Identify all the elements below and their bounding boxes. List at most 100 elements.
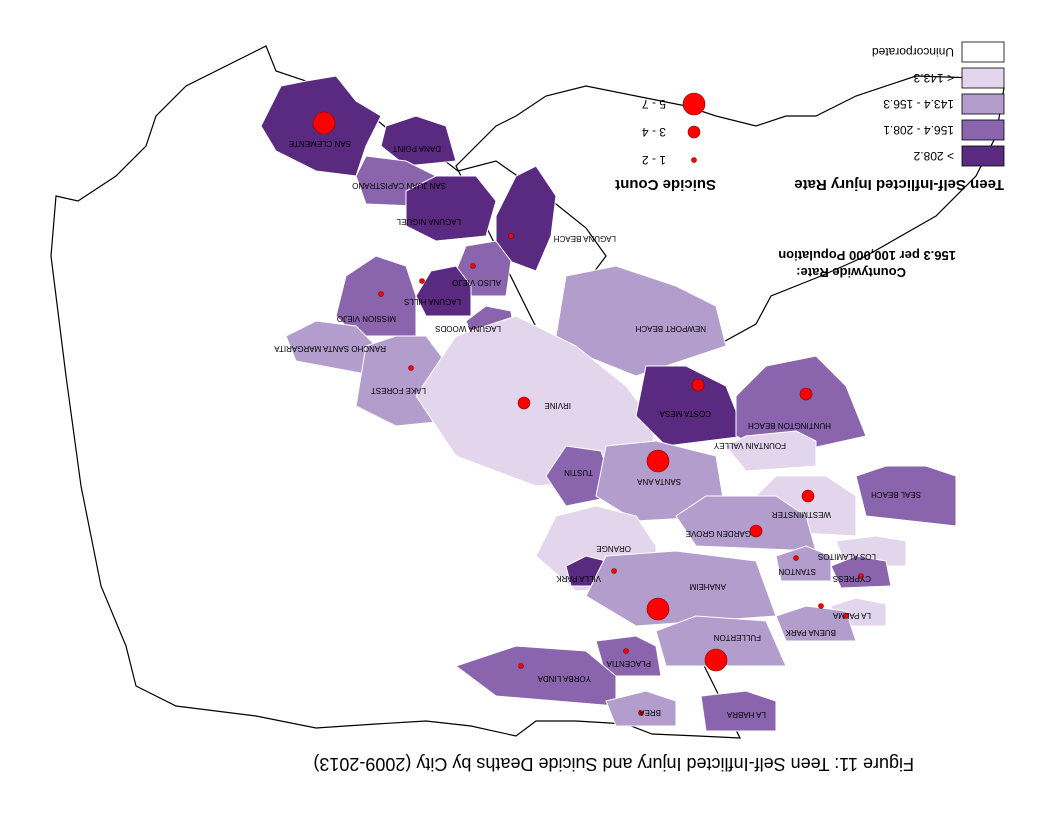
suicide-marker-garden-grove xyxy=(749,524,763,538)
city-label-la-palma: LA PALMA xyxy=(832,611,871,620)
city-label-orange: ORANGE xyxy=(596,544,631,553)
suicide-count-legend: Suicide Count 1 - 2 3 - 4 5 - 7 xyxy=(615,92,716,193)
rate-legend-label-3: > 208.2 xyxy=(913,149,954,163)
rate-swatch-3 xyxy=(961,145,1005,167)
suicide-count-markers xyxy=(312,111,864,716)
city-label-newport-beach: NEWPORT BEACH xyxy=(635,324,706,333)
countywide-rate-box: Countywide Rate: 156.3 per 100,000 Popul… xyxy=(778,248,956,280)
city-label-buena-park: BUENA PARK xyxy=(785,628,836,637)
city-polygons xyxy=(260,75,957,732)
city-area-garden-grove xyxy=(675,495,817,552)
city-label-lake-forest: LAKE FOREST xyxy=(371,386,426,395)
rate-legend: Teen Self-Inflicted Injury Rate < 143.3 1… xyxy=(794,41,1005,193)
rate-legend-label-4: Unincorporated xyxy=(872,45,954,59)
rate-legend-label-1: 143.4 - 156.3 xyxy=(883,97,954,111)
rate-legend-items: < 143.3 143.4 - 156.3 156.4 - 208.1 > 208.2… xyxy=(872,41,1005,167)
city-area-brea xyxy=(605,690,677,727)
city-label-fullerton: FULLERTON xyxy=(714,633,761,642)
count-legend-marker-1 xyxy=(687,125,701,139)
county-outline xyxy=(50,45,1005,739)
city-area-yorba-linda xyxy=(454,645,617,707)
city-area-la-habra xyxy=(700,690,777,732)
city-label-villa-park: VILLA PARK xyxy=(556,574,601,583)
rate-swatch-2 xyxy=(961,119,1005,141)
city-label-yorba-linda: YORBA LINDA xyxy=(537,674,591,683)
suicide-marker-fullerton xyxy=(704,648,728,672)
suicide-marker-stanton xyxy=(793,555,799,561)
count-legend-heading: Suicide Count xyxy=(615,176,716,193)
count-legend-label-0: 1 - 2 xyxy=(642,153,666,167)
city-label-mission-viejo: MISSION VIEJO xyxy=(337,314,396,323)
rate-swatch-1 xyxy=(961,93,1005,115)
city-label-san-clemente: SAN CLEMENTE xyxy=(289,139,351,148)
city-area-fullerton xyxy=(655,615,787,667)
suicide-marker-laguna-hills xyxy=(419,278,425,284)
city-area-laguna-niguel xyxy=(405,175,497,242)
rate-swatch-4 xyxy=(961,41,1005,63)
suicide-marker-laguna-beach xyxy=(508,233,514,239)
city-label-fountain-valley: FOUNTAIN VALLEY xyxy=(713,441,786,450)
suicide-marker-orange xyxy=(611,568,617,574)
rate-swatch-0 xyxy=(961,67,1005,89)
city-label-tustin: TUSTIN xyxy=(564,468,593,477)
rate-legend-heading: Teen Self-Inflicted Injury Rate xyxy=(794,176,1004,193)
city-label-la-habra: LA HABRA xyxy=(726,710,766,719)
city-area-fountain-valley xyxy=(725,430,817,472)
count-legend-items: 1 - 2 3 - 4 5 - 7 xyxy=(642,92,706,167)
city-label-los-alamitos: LOS ALAMITOS xyxy=(818,552,876,561)
city-label-huntington-beach: HUNTINGTON BEACH xyxy=(748,421,831,430)
countywide-rate-heading: Countywide Rate: xyxy=(796,265,906,280)
city-labels: SAN CLEMENTE DANA POINT SAN JUAN CAPISTRAN… xyxy=(274,139,921,719)
rate-legend-label-0: < 143.3 xyxy=(913,71,954,85)
city-label-aliso-viejo: ALISO VIEJO xyxy=(452,278,501,287)
suicide-marker-aliso-viejo xyxy=(470,263,476,269)
suicide-marker-santa-ana xyxy=(646,449,670,473)
city-label-anaheim: ANAHEIM xyxy=(689,582,726,591)
city-label-san-juan-capistrano: SAN JUAN CAPISTRANO xyxy=(352,181,446,190)
count-legend-label-1: 3 - 4 xyxy=(642,125,666,139)
suicide-marker-san-clemente xyxy=(312,111,336,135)
city-label-garden-grove: GARDEN GROVE xyxy=(686,529,751,538)
city-label-santa-ana: SANTA ANA xyxy=(636,477,681,486)
city-label-irvine: IRVINE xyxy=(544,401,571,410)
city-area-stanton xyxy=(775,545,832,582)
city-area-laguna-hills xyxy=(415,265,472,317)
city-label-westminster: WESTMINSTER xyxy=(772,510,831,519)
suicide-marker-yorba-linda xyxy=(518,663,524,669)
count-legend-label-2: 5 - 7 xyxy=(642,97,666,111)
count-legend-marker-0 xyxy=(691,157,697,163)
city-label-cypress: CYPRESS xyxy=(833,574,871,583)
city-label-laguna-beach: LAGUNA BEACH xyxy=(554,234,616,243)
city-label-laguna-hills: LAGUNA HILLS xyxy=(404,297,461,306)
suicide-marker-cypress xyxy=(858,573,864,579)
city-label-costa-mesa: COSTA MESA xyxy=(659,409,711,418)
figure-title: Figure 11: Teen Self-Inflicted Injury an… xyxy=(313,754,914,774)
suicide-marker-westminster xyxy=(801,489,815,503)
city-area-seal-beach xyxy=(855,465,957,527)
rate-legend-label-2: 156.4 - 208.1 xyxy=(883,123,954,137)
city-label-placentia: PLACENTIA xyxy=(606,659,651,668)
suicide-marker-la-palma xyxy=(843,613,849,619)
city-label-rancho-santa-margarita: RANCHO SANTA MARGARITA xyxy=(274,344,386,353)
suicide-marker-huntington-beach xyxy=(799,387,813,401)
city-label-brea: BREA xyxy=(639,708,661,717)
suicide-marker-costa-mesa xyxy=(691,378,705,392)
city-area-cypress xyxy=(830,555,892,589)
city-area-anaheim xyxy=(585,550,777,627)
city-label-laguna-niguel: LAGUNA NIGUEL xyxy=(396,217,461,226)
city-label-stanton: STANTON xyxy=(778,567,816,576)
city-label-dana-point: DANA POINT xyxy=(392,144,441,153)
suicide-marker-brea xyxy=(638,710,644,716)
suicide-marker-anaheim xyxy=(646,597,670,621)
suicide-marker-irvine xyxy=(517,396,531,410)
suicide-marker-placentia xyxy=(623,648,629,654)
count-legend-marker-2 xyxy=(682,92,706,116)
city-area-dana-point xyxy=(380,115,457,167)
suicide-marker-mission-viejo xyxy=(378,291,384,297)
city-area-mission-viejo xyxy=(335,255,417,337)
countywide-rate-value: 156.3 per 100,000 Population xyxy=(778,248,956,263)
city-label-laguna-woods: LAGUNA WOODS xyxy=(435,324,501,333)
